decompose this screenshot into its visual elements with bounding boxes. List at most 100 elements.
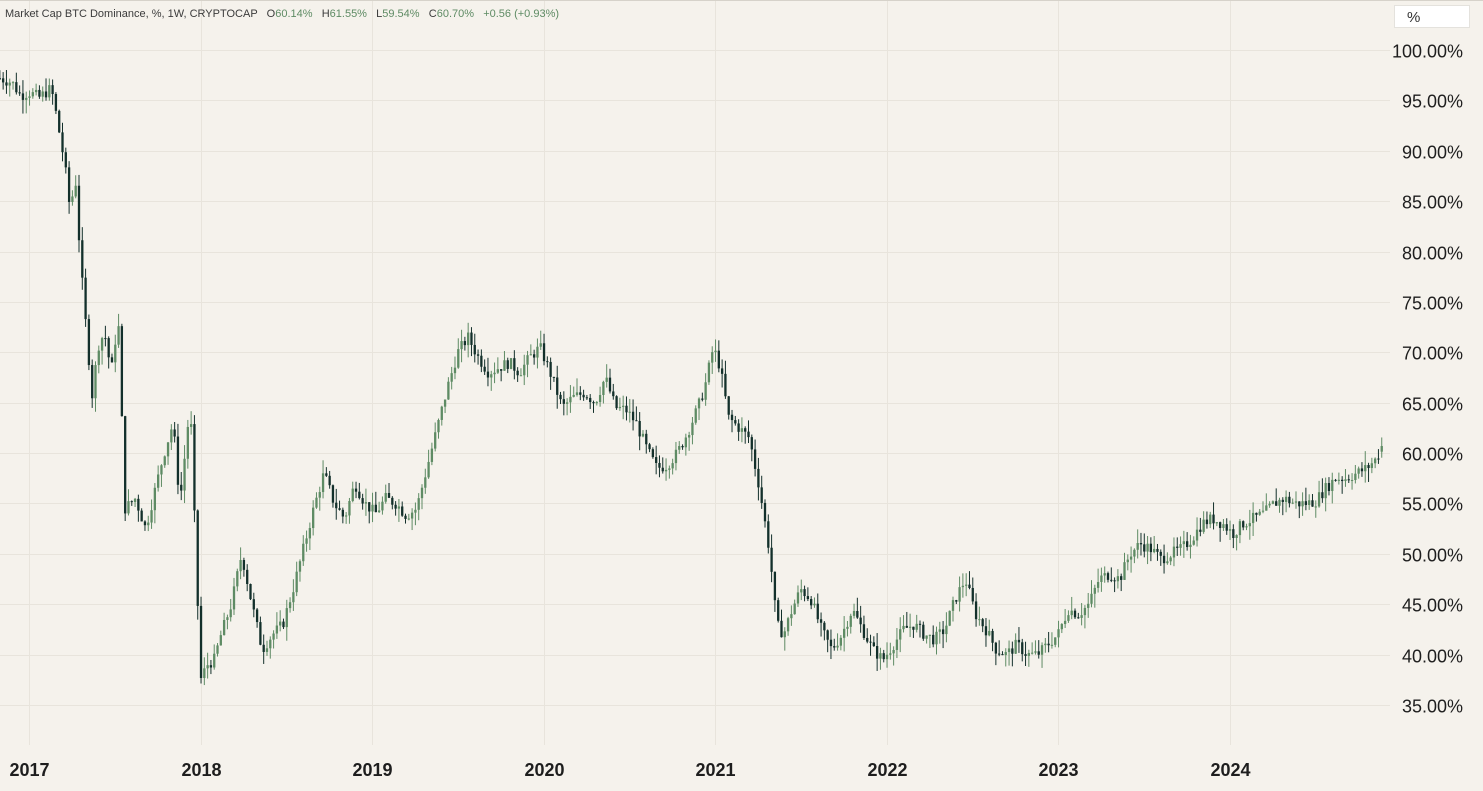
candle-body (1232, 529, 1235, 538)
candle-up (526, 350, 529, 378)
candle-down (1017, 627, 1021, 653)
candle-body (968, 584, 971, 588)
candle-down (242, 557, 246, 577)
candle-body (94, 365, 97, 399)
candle-down (648, 442, 651, 453)
candle-body (331, 485, 335, 503)
y-tick-label: 60.00% (1402, 445, 1463, 465)
candle-body (928, 634, 932, 636)
candle-down (1001, 651, 1004, 656)
candle-down (747, 420, 750, 444)
candle-down (1321, 478, 1324, 503)
candle-up (678, 441, 681, 454)
candle-up (1087, 592, 1090, 618)
candle-down (21, 80, 25, 114)
candle-body (556, 377, 559, 395)
candle-down (727, 395, 730, 420)
candle-body (1143, 544, 1146, 552)
candle-body (282, 621, 285, 628)
candle-body (391, 497, 394, 505)
candle-body (1073, 610, 1077, 618)
candle-body (443, 399, 447, 407)
candle-up (100, 336, 104, 365)
candle-up (239, 547, 242, 580)
candle-down (635, 406, 638, 422)
unit-selector[interactable]: % (1394, 5, 1470, 28)
candle-body (41, 91, 44, 97)
candle-down (1341, 476, 1344, 494)
candle-up (315, 492, 318, 509)
candle-down (1159, 549, 1162, 566)
candle-down (744, 426, 747, 444)
candle-down (404, 513, 407, 524)
candle-body (84, 277, 87, 320)
candle-body (823, 622, 826, 631)
candle-body (150, 510, 153, 523)
candle-down (681, 444, 684, 450)
y-tick-label: 70.00% (1402, 344, 1463, 364)
candle-body (635, 420, 638, 422)
candle-up (1096, 568, 1100, 593)
candle-body (998, 653, 1001, 655)
candle-body (988, 630, 991, 636)
legend-high-value: 61.55% (329, 8, 367, 20)
candle-body (493, 372, 496, 375)
candle-down (1232, 524, 1235, 549)
candle-body (994, 642, 998, 654)
x-axis[interactable]: 2017 2018 2019 2020 2021 2022 2023 2024 (9, 760, 1250, 780)
candle-down (981, 617, 984, 633)
candle-down (259, 616, 262, 646)
candle-up (11, 81, 15, 90)
candle-body (1153, 548, 1156, 553)
candle-body (955, 600, 958, 602)
candle-up (895, 628, 899, 659)
candle-down (1327, 477, 1331, 496)
y-tick-label: 95.00% (1402, 92, 1463, 112)
candle-body (810, 599, 813, 606)
candle-up (302, 535, 305, 566)
candle-body (124, 416, 127, 514)
candle-body (625, 405, 628, 413)
candle-body (674, 449, 678, 464)
candle-down (918, 620, 922, 638)
candle-up (786, 616, 790, 636)
candle-up (447, 377, 450, 400)
candle-down (562, 391, 565, 416)
candle-body (1218, 522, 1222, 528)
candle-body (615, 396, 618, 409)
candle-body (704, 382, 707, 400)
candle-body (358, 491, 361, 499)
candle-body (717, 350, 720, 369)
candle-body (1321, 492, 1324, 499)
y-axis[interactable]: 100.00% 95.00% 90.00% 85.00% 80.00% 75.00% 70.… (1392, 42, 1463, 717)
candle-body (793, 603, 796, 615)
candle-up (908, 613, 912, 638)
candle-body (546, 361, 549, 363)
candle-up (509, 357, 513, 370)
candle-down (199, 596, 203, 684)
candle-up (1034, 640, 1037, 655)
candle-body (1192, 540, 1195, 545)
candle-body (15, 82, 18, 93)
candle-up (153, 483, 157, 524)
candle-body (288, 602, 292, 609)
candle-up (1040, 642, 1044, 668)
candle-up (496, 357, 500, 375)
candle-down (859, 605, 862, 633)
candle-up (371, 492, 374, 523)
candle-body (1004, 652, 1007, 656)
candle-body (1090, 593, 1093, 604)
candle-down (1367, 462, 1370, 482)
candle-body (236, 571, 239, 587)
candle-up (1195, 517, 1199, 547)
candle-down (1275, 488, 1278, 506)
candle-body (763, 502, 767, 522)
candle-down (1347, 474, 1350, 483)
candle-body (107, 338, 110, 358)
candle-down (645, 429, 648, 454)
candle-body (714, 350, 717, 353)
candle-body (1288, 496, 1291, 504)
candle-body (569, 396, 572, 403)
candle-down (91, 359, 94, 408)
